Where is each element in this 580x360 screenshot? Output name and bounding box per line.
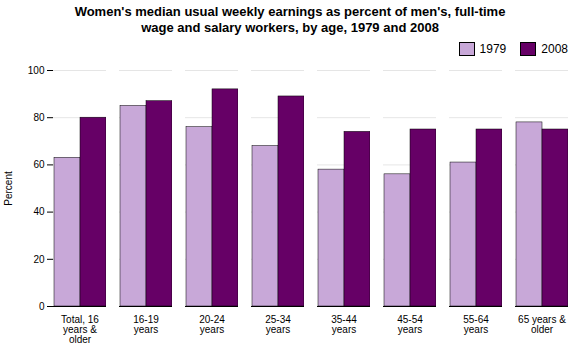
svg-text:55-64years: 55-64years — [463, 314, 489, 335]
svg-text:100: 100 — [28, 65, 45, 76]
svg-text:Percent: Percent — [3, 171, 14, 206]
svg-text:25-34years: 25-34years — [265, 314, 291, 335]
svg-text:Total, 16years &older: Total, 16years &older — [61, 314, 99, 345]
svg-text:65 years &older: 65 years &older — [518, 314, 566, 335]
svg-text:40: 40 — [33, 206, 45, 217]
svg-text:20-24years: 20-24years — [199, 314, 225, 335]
html-text:Women's median usual weekly ea: Women's median usual weekly earnings as … — [74, 4, 506, 35]
svg-text:16-19years: 16-19years — [133, 314, 159, 335]
svg-text:45-54years: 45-54years — [397, 314, 423, 335]
svg-text:35-44years: 35-44years — [331, 314, 357, 335]
svg-text:80: 80 — [33, 112, 45, 123]
html-text:2008: 2008 — [541, 42, 568, 56]
svg-text:0: 0 — [39, 301, 45, 312]
svg-text:20: 20 — [33, 254, 45, 265]
svg-text:60: 60 — [33, 159, 45, 170]
html-text:1979: 1979 — [479, 42, 507, 56]
